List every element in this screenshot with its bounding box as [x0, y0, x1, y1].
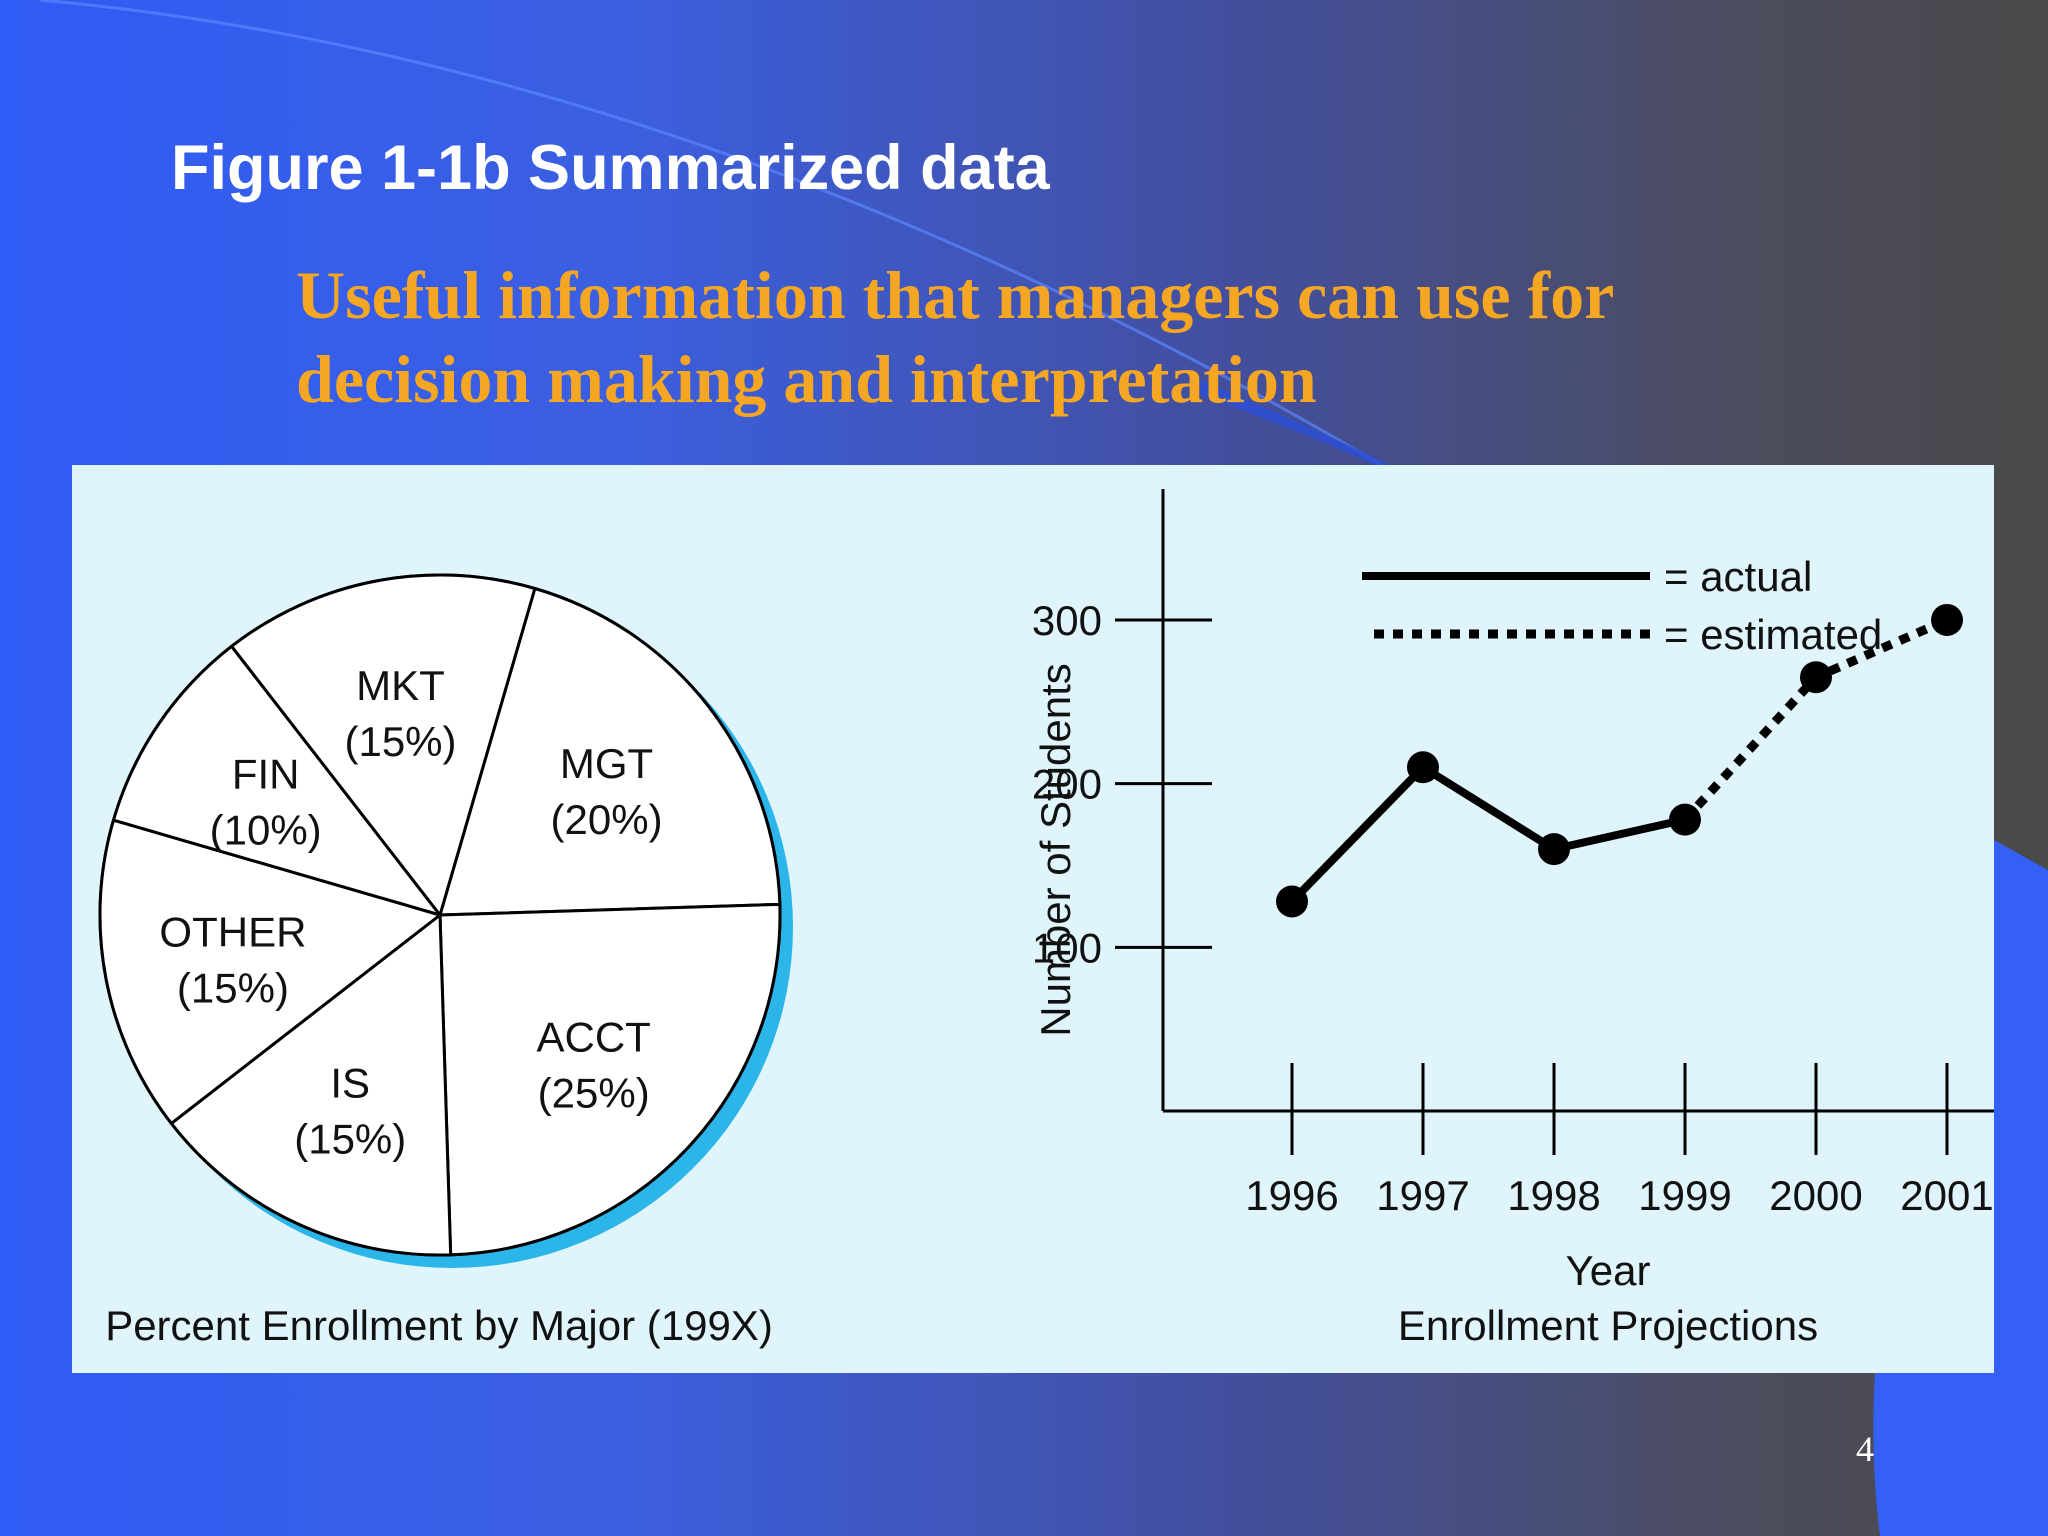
x-tick-label-1998: 1998 [1507, 1172, 1600, 1219]
pie-percent-other: (15%) [177, 965, 289, 1012]
series-line-actual [1289, 763, 1686, 905]
pie-slice-acct [438, 902, 782, 1257]
pie-slice-other [98, 818, 442, 1125]
pie-slice-mkt [230, 573, 537, 917]
pie-chart-title: Percent Enrollment by Major (199X) [105, 1302, 773, 1349]
x-tick-label-1996: 1996 [1245, 1172, 1338, 1219]
line-chart-title: Enrollment Projections [1398, 1302, 1818, 1349]
point-actual-1997 [1407, 751, 1439, 784]
point-actual-1996 [1276, 885, 1308, 918]
pie-label-acct: ACCT [536, 1013, 650, 1060]
pie-slice-mgt [438, 587, 782, 917]
y-tick-label-200: 200 [1032, 761, 1102, 808]
pie-label-mgt: MGT [560, 740, 653, 787]
pie-percent-is: (15%) [294, 1116, 406, 1163]
legend: = actual = estimated [1362, 553, 1882, 658]
legend-actual-label: = actual [1664, 553, 1812, 600]
x-tick-label-1997: 1997 [1376, 1172, 1469, 1219]
point-estimated-2000 [1800, 661, 1832, 694]
pie-percent-acct: (25%) [538, 1069, 650, 1116]
pie-percent-mkt: (15%) [344, 718, 456, 765]
subtitle-line-2: decision making and interpretation [296, 341, 1317, 417]
pie-label-is: IS [330, 1060, 370, 1107]
pie-percent-mgt: (20%) [551, 796, 663, 843]
slide-subtitle: Useful information that managers can use… [296, 253, 1796, 421]
pie-slice-fin [112, 644, 442, 917]
page-number: 4 [1856, 1429, 1874, 1469]
pie-label-fin: FIN [232, 751, 300, 798]
y-tick-label-300: 300 [1032, 597, 1102, 644]
pie-chart: MGT (20%) ACCT (25%) IS (15%) OTHER (15%) FIN (10… [98, 573, 793, 1268]
point-actual-1999 [1669, 803, 1701, 836]
x-tick-label-2000: 2000 [1769, 1172, 1862, 1219]
pie-slice-is [169, 913, 453, 1257]
pie-label-mkt: MKT [356, 662, 445, 709]
x-tick-label-1999: 1999 [1638, 1172, 1731, 1219]
legend-estimated-label: = estimated [1664, 611, 1882, 658]
x-tick-label-2001: 2001 [1900, 1172, 1993, 1219]
pie-percent-fin: (10%) [210, 807, 322, 854]
y-tick-label-100: 100 [1032, 924, 1102, 971]
figure-svg: MGT (20%) ACCT (25%) IS (15%) OTHER (15%) FIN (10… [98, 489, 1994, 1349]
y-axis-label: Number of Students [1032, 663, 1079, 1037]
line-chart: Number of Students Year Enrollment Proje… [1032, 489, 1994, 1349]
figure-panel: MGT (20%) ACCT (25%) IS (15%) OTHER (15%) FIN (10… [72, 465, 1994, 1373]
point-estimated-2001 [1931, 603, 1963, 636]
slide-title: Figure 1-1b Summarized data [171, 133, 1050, 203]
subtitle-line-1: Useful information that managers can use… [296, 257, 1615, 333]
x-axis-label: Year [1566, 1247, 1651, 1294]
pie-label-other: OTHER [159, 909, 306, 956]
line-chart-marks: 100 200 300 1996 1997 1998 1999 2000 2001 [1032, 597, 1994, 1219]
point-actual-1998 [1538, 833, 1570, 866]
